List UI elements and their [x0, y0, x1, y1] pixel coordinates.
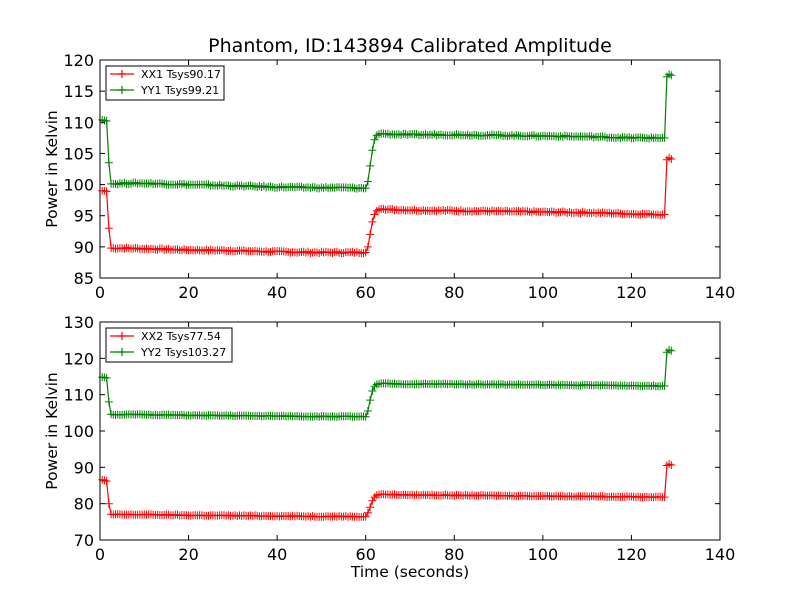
- x-tick-label: 40: [267, 283, 287, 302]
- top-y-axis-label: Power in Kelvin: [43, 110, 61, 227]
- x-tick-label: 100: [528, 545, 559, 564]
- y-tick-label: 130: [63, 313, 94, 332]
- legend-marker-xx2: [118, 332, 126, 340]
- top-ticks-layer: 0 20 40 60 80 100 120 140 85 90 95 100 105 110 115 120: [63, 51, 735, 302]
- y-tick-label: 100: [63, 176, 94, 195]
- y-tick-label: 120: [63, 349, 94, 368]
- bottom-legend-box: [105, 327, 233, 363]
- top-plot-frame: [99, 59, 721, 279]
- x-tick-label: 80: [444, 545, 464, 564]
- bottom-series-layer: [98, 346, 676, 521]
- y-tick-label: 85: [74, 269, 94, 288]
- x-tick-label: 120: [616, 545, 647, 564]
- series-markers-1: [98, 70, 676, 193]
- series-markers-0: [98, 460, 676, 521]
- top-legend-box: [105, 65, 225, 101]
- y-tick-label: 90: [74, 458, 94, 477]
- legend-entry-xx1: XX1 Tsys90.17: [110, 68, 221, 81]
- legend-entry-yy2: YY2 Tsys103.27: [110, 346, 226, 359]
- y-tick-label: 70: [74, 531, 94, 550]
- x-tick-label: 140: [705, 283, 736, 302]
- x-tick-label: 20: [178, 283, 198, 302]
- x-tick-label: 120: [616, 283, 647, 302]
- bottom-chart: 0 20 40 60 80 100 120 140 70 80 90 100 110 120 130 Pow…: [43, 313, 735, 581]
- top-chart: Phantom, ID:143894 Calibrated Amplitude …: [43, 35, 735, 302]
- x-tick-label: 0: [95, 283, 105, 302]
- legend-label-yy1: YY1 Tsys99.21: [140, 84, 219, 97]
- y-tick-label: 80: [74, 495, 94, 514]
- x-axis-label: Time (seconds): [350, 563, 469, 581]
- y-tick-label: 100: [63, 422, 94, 441]
- y-tick-label: 95: [74, 207, 94, 226]
- legend-marker-yy1: [118, 86, 126, 94]
- legend-marker-xx1: [118, 70, 126, 78]
- y-tick-label: 90: [74, 238, 94, 257]
- y-tick-label: 110: [63, 386, 94, 405]
- series-markers-1: [98, 346, 676, 421]
- x-tick-label: 0: [95, 545, 105, 564]
- y-tick-label: 110: [63, 113, 94, 132]
- x-tick-label: 20: [178, 545, 198, 564]
- series-yy1: [98, 70, 676, 193]
- x-tick-label: 60: [356, 283, 376, 302]
- bottom-y-axis-label: Power in Kelvin: [43, 372, 61, 489]
- series-markers-0: [98, 153, 676, 258]
- x-tick-label: 80: [444, 283, 464, 302]
- top-legend: XX1 Tsys90.17 YY1 Tsys99.21: [105, 65, 225, 101]
- chart-title: Phantom, ID:143894 Calibrated Amplitude: [208, 35, 612, 57]
- y-tick-label: 120: [63, 51, 94, 70]
- legend-label-xx1: XX1 Tsys90.17: [141, 68, 221, 81]
- series-xx2: [98, 460, 676, 521]
- bottom-legend: XX2 Tsys77.54 YY2 Tsys103.27: [105, 327, 233, 363]
- x-tick-label: 100: [528, 283, 559, 302]
- y-tick-label: 115: [63, 82, 94, 101]
- top-series-layer: [98, 70, 676, 258]
- series-xx1: [98, 153, 676, 258]
- x-tick-label: 40: [267, 545, 287, 564]
- legend-label-xx2: XX2 Tsys77.54: [141, 330, 221, 343]
- x-tick-label: 140: [705, 545, 736, 564]
- legend-marker-yy2: [118, 348, 126, 356]
- bottom-ticks-layer: 0 20 40 60 80 100 120 140 70 80 90 100 110 120 130: [63, 313, 735, 564]
- legend-entry-xx2: XX2 Tsys77.54: [110, 330, 221, 343]
- x-tick-label: 60: [356, 545, 376, 564]
- legend-label-yy2: YY2 Tsys103.27: [140, 346, 226, 359]
- y-tick-label: 105: [63, 144, 94, 163]
- series-yy2: [98, 346, 676, 421]
- legend-entry-yy1: YY1 Tsys99.21: [110, 84, 219, 97]
